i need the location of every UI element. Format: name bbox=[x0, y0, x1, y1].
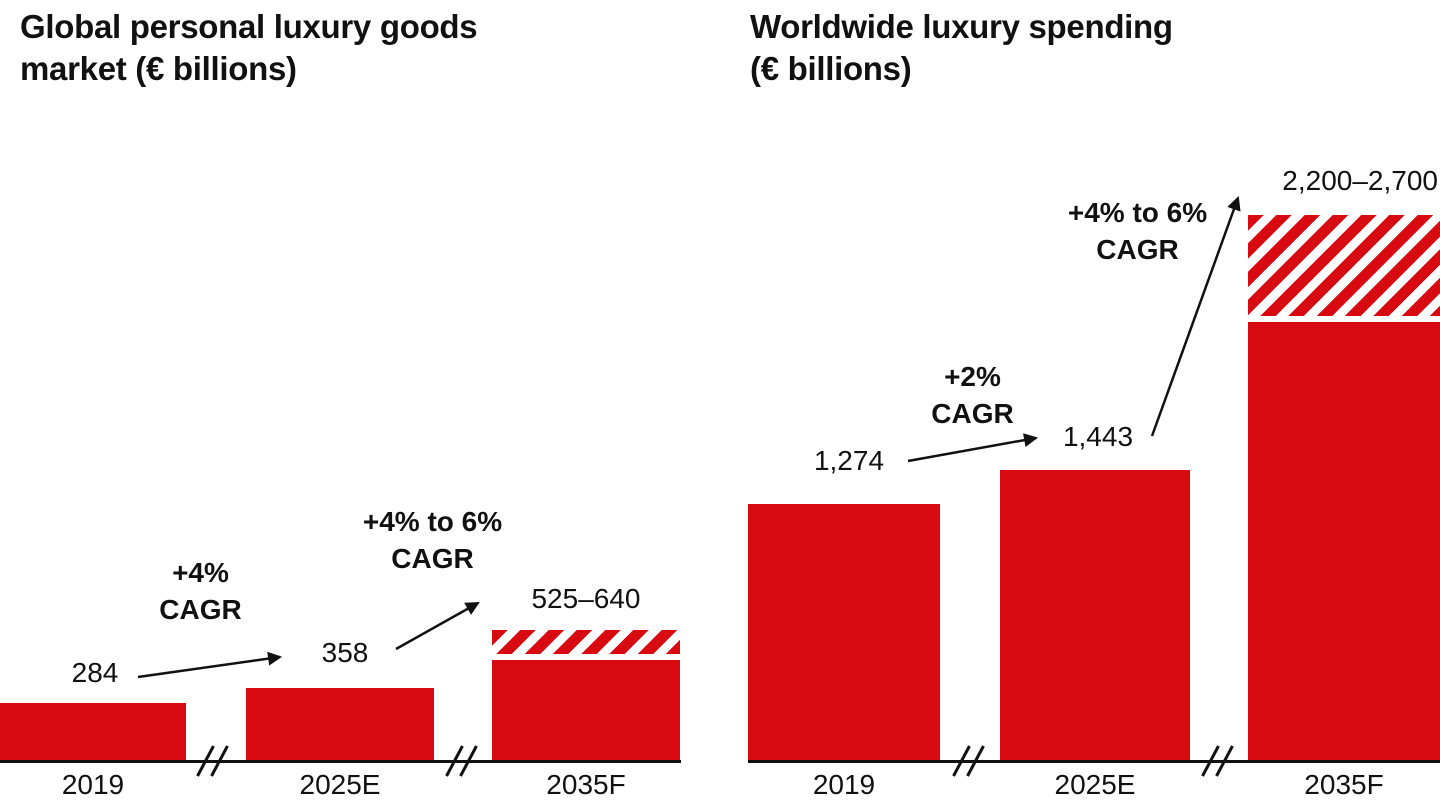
value-label-right-2035f: 2,200–2,700 bbox=[1282, 165, 1438, 196]
cagr-right-2-line2: CAGR bbox=[1096, 234, 1179, 265]
cagr-right-1-line2: CAGR bbox=[931, 398, 1014, 429]
tick-left-2019: 2019 bbox=[61, 769, 125, 800]
value-label-left-2025e: 358 bbox=[321, 637, 369, 668]
cagr-annotation-right-2: +4% to 6% CAGR bbox=[1035, 194, 1240, 268]
cagr-left-2-line1: +4% to 6% bbox=[362, 506, 503, 537]
left-x-axis bbox=[0, 760, 681, 763]
forecast-solid-fill bbox=[1248, 322, 1440, 762]
hatch-divider bbox=[492, 654, 680, 660]
cagr-left-1-line2: CAGR bbox=[159, 594, 242, 625]
tick-right-2035f: 2035F bbox=[1304, 769, 1384, 800]
cagr-left-2-line2: CAGR bbox=[391, 543, 474, 574]
hatch-divider bbox=[1248, 316, 1440, 322]
cagr-left-1-line1: +4% bbox=[172, 557, 229, 588]
tick-right-2019: 2019 bbox=[812, 769, 876, 800]
forecast-solid-fill bbox=[492, 660, 680, 762]
right-bar-2025e bbox=[1000, 470, 1190, 762]
cagr-arrow-right-1 bbox=[907, 433, 1039, 463]
right-axis-break-1 bbox=[952, 744, 987, 778]
left-bar-2019 bbox=[0, 703, 186, 762]
cagr-arrow-left-2 bbox=[395, 601, 480, 651]
right-chart-title: Worldwide luxury spending (€ billions) bbox=[750, 6, 1173, 90]
right-axis-break-2 bbox=[1201, 744, 1236, 778]
left-axis-break-1 bbox=[196, 744, 231, 778]
value-label-right-2019: 1,274 bbox=[813, 445, 885, 476]
tick-left-2025e: 2025E bbox=[299, 769, 381, 800]
tick-left-2035f: 2035F bbox=[546, 769, 626, 800]
left-bar-2025e bbox=[246, 688, 434, 762]
value-label-left-2035f: 525–640 bbox=[531, 583, 641, 614]
right-x-axis bbox=[748, 760, 1440, 763]
cagr-arrow-left-1 bbox=[137, 651, 283, 679]
value-label-left-2019: 284 bbox=[71, 657, 119, 688]
cagr-right-1-line1: +2% bbox=[944, 361, 1001, 392]
value-label-right-2025e: 1,443 bbox=[1062, 421, 1134, 452]
cagr-annotation-left-1: +4% CAGR bbox=[118, 554, 283, 628]
left-chart-title: Global personal luxury goods market (€ b… bbox=[20, 6, 478, 90]
left-chart-title-line2: market (€ billions) bbox=[20, 50, 297, 87]
cagr-annotation-right-1: +2% CAGR bbox=[890, 358, 1055, 432]
right-bar-2035f-forecast bbox=[1248, 215, 1440, 762]
cagr-annotation-left-2: +4% to 6% CAGR bbox=[330, 503, 535, 577]
right-bar-2019 bbox=[748, 504, 940, 762]
right-chart-title-line2: (€ billions) bbox=[750, 50, 912, 87]
cagr-right-2-line1: +4% to 6% bbox=[1067, 197, 1208, 228]
tick-right-2025e: 2025E bbox=[1054, 769, 1136, 800]
forecast-range-hatch bbox=[492, 630, 680, 654]
left-bar-2035f-forecast bbox=[492, 630, 680, 762]
right-chart-title-line1: Worldwide luxury spending bbox=[750, 8, 1173, 45]
left-axis-break-2 bbox=[445, 744, 480, 778]
forecast-range-hatch bbox=[1248, 215, 1440, 316]
left-chart-title-line1: Global personal luxury goods bbox=[20, 8, 478, 45]
